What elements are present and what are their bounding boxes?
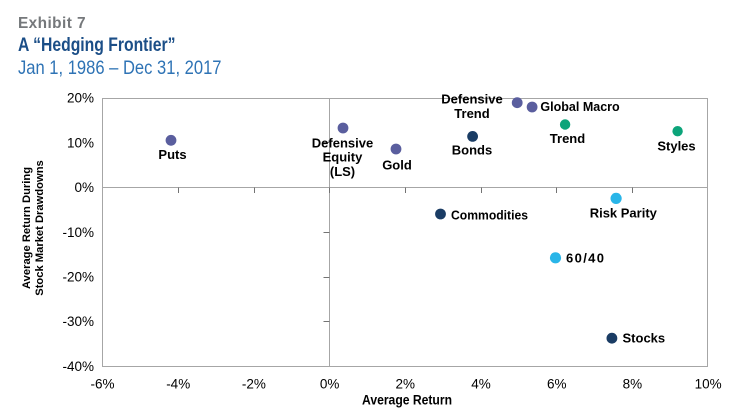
svg-text:Trend: Trend (550, 131, 585, 146)
svg-text:-10%: -10% (62, 225, 94, 240)
svg-text:(LS): (LS) (330, 164, 355, 179)
svg-text:8%: 8% (623, 377, 643, 392)
svg-text:Jan 1, 1986 – Dec 31, 2017: Jan 1, 1986 – Dec 31, 2017 (18, 57, 222, 79)
svg-text:Commodities: Commodities (451, 207, 528, 222)
svg-text:-30%: -30% (62, 314, 94, 329)
svg-text:Exhibit 7: Exhibit 7 (18, 15, 86, 32)
svg-text:Stocks: Stocks (623, 331, 666, 346)
svg-text:Stock Market Drawdowns: Stock Market Drawdowns (34, 160, 46, 296)
svg-text:Equity: Equity (323, 150, 363, 165)
svg-text:-4%: -4% (166, 377, 190, 392)
svg-text:6%: 6% (547, 377, 567, 392)
svg-text:Global Macro: Global Macro (540, 99, 619, 114)
svg-text:Bonds: Bonds (452, 143, 492, 158)
svg-text:Defensive: Defensive (312, 136, 373, 151)
svg-text:20%: 20% (67, 91, 94, 106)
svg-text:0%: 0% (320, 377, 340, 392)
svg-text:Defensive: Defensive (441, 92, 502, 107)
svg-text:10%: 10% (695, 377, 722, 392)
svg-text:60/40: 60/40 (566, 250, 604, 265)
svg-text:A “Hedging Frontier”: A “Hedging Frontier” (18, 35, 176, 56)
svg-text:Trend: Trend (454, 106, 489, 121)
svg-text:-2%: -2% (242, 377, 266, 392)
svg-text:Gold: Gold (382, 158, 412, 173)
svg-text:2%: 2% (396, 377, 416, 392)
svg-text:Average Return: Average Return (362, 393, 452, 408)
svg-text:Average Return During: Average Return During (21, 167, 33, 289)
svg-text:Risk Parity: Risk Parity (590, 205, 658, 220)
svg-text:-40%: -40% (62, 359, 94, 374)
svg-text:Styles: Styles (657, 139, 695, 154)
svg-text:-20%: -20% (62, 270, 94, 285)
svg-text:10%: 10% (67, 135, 94, 150)
svg-text:0%: 0% (74, 180, 94, 195)
svg-text:-6%: -6% (90, 377, 114, 392)
svg-text:Puts: Puts (158, 147, 186, 162)
svg-text:4%: 4% (471, 377, 491, 392)
